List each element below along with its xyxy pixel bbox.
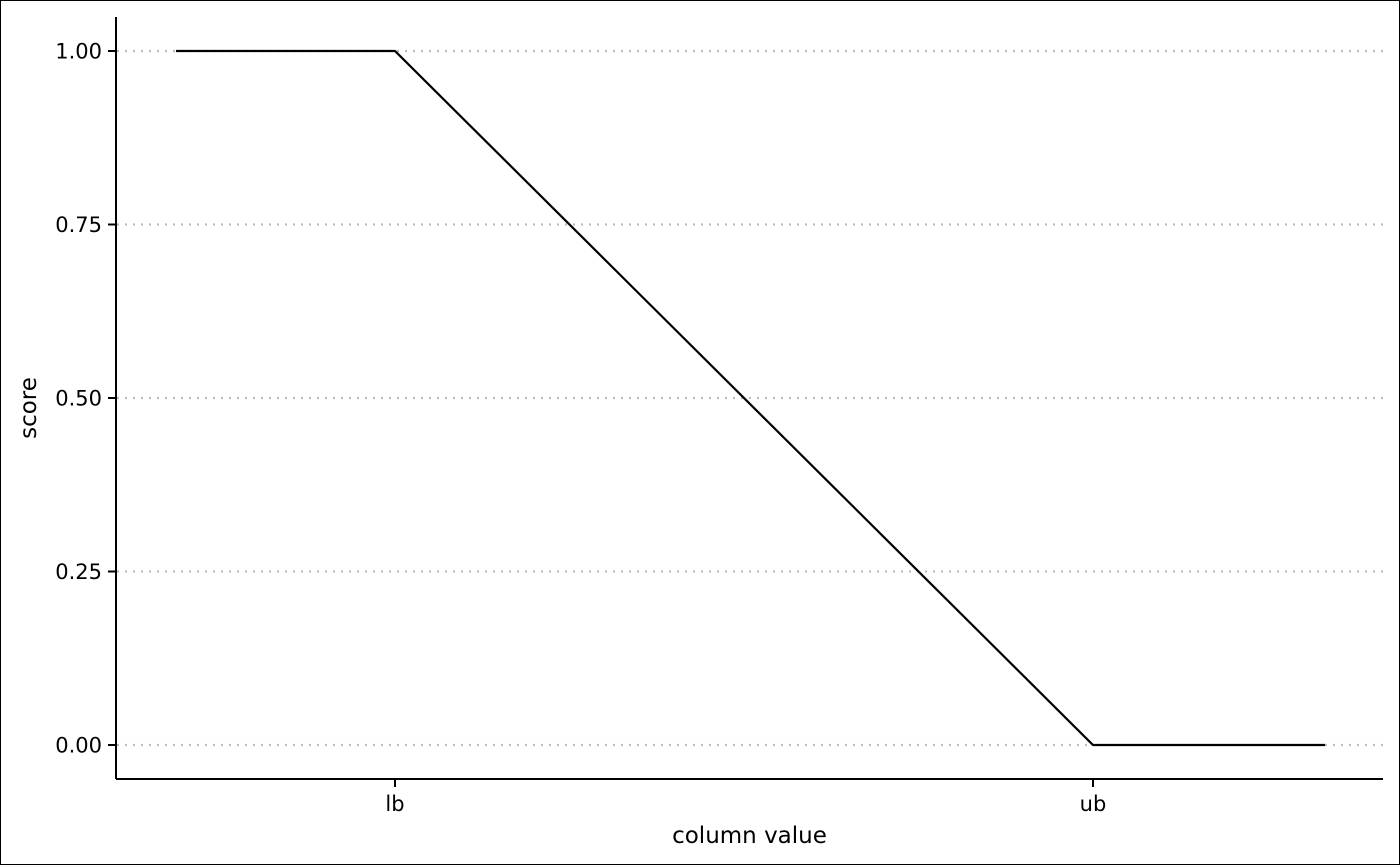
y-tick-label-4: 1.00	[55, 40, 102, 64]
y-ticks: 0.00 0.25 0.50 0.75 1.00	[55, 40, 116, 758]
x-tick-label-lb: lb	[385, 792, 404, 816]
grid-lines	[117, 49, 1383, 747]
y-tick-label-0: 0.00	[55, 734, 102, 758]
series-line-score	[176, 49, 1325, 747]
y-tick-label-3: 0.75	[55, 213, 102, 237]
y-tick-label-1: 0.25	[55, 560, 102, 584]
y-tick-label-2: 0.50	[55, 387, 102, 411]
x-ticks: lb ub	[385, 779, 1106, 816]
x-tick-label-ub: ub	[1080, 792, 1107, 816]
series-lines	[176, 49, 1325, 747]
x-axis-title: column value	[672, 823, 827, 849]
y-axis-title: score	[16, 377, 42, 439]
